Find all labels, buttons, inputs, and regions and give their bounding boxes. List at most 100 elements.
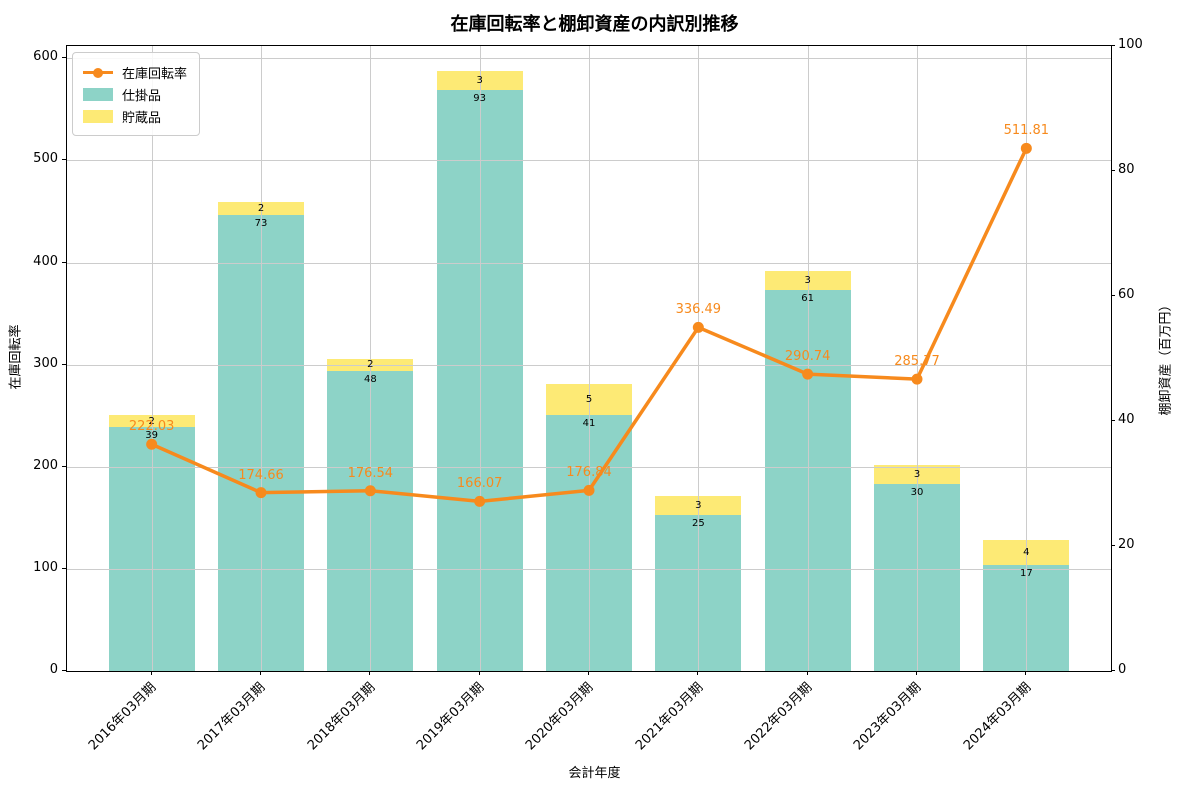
bar-value-label-wip: 41 [582, 417, 596, 429]
bar-value-label-supplies: 5 [585, 393, 593, 405]
grid-line-vertical [698, 46, 700, 671]
y-axis-left-tick-mark [62, 159, 66, 161]
bar-value-label-wip: 25 [691, 517, 705, 529]
y-axis-right-tick-mark [1111, 420, 1115, 421]
line-point-label: 176.54 [347, 465, 394, 481]
y-axis-right-tick-label: 100 [1118, 37, 1143, 52]
x-axis-tick-mark [478, 671, 480, 675]
legend-line-swatch [83, 66, 113, 79]
bar-value-label-supplies: 3 [695, 499, 702, 511]
legend-item-supplies: 貯蔵品 [83, 105, 187, 127]
line-point-label: 336.49 [675, 302, 722, 318]
x-axis-tick-label: 2022年03月期 [741, 680, 816, 754]
line-marker [474, 495, 486, 507]
bar-value-label-wip: 48 [363, 374, 377, 385]
x-axis-tick-mark [369, 671, 371, 675]
x-axis-tick-label: 2019年03月期 [413, 680, 488, 754]
bar-value-label-supplies: 3 [476, 74, 483, 86]
x-axis-tick-label: 2023年03月期 [851, 680, 925, 754]
x-axis-tick-mark [916, 671, 917, 675]
x-axis-tick-mark [697, 671, 699, 675]
y-axis-left-tick-mark [62, 670, 66, 671]
legend-label-wip: 仕掛品 [122, 88, 162, 104]
x-axis-tick-label: 2017年03月期 [195, 680, 269, 754]
bar-value-label-wip: 73 [254, 217, 268, 229]
x-axis-tick-mark [1025, 671, 1027, 675]
grid-line-vertical [479, 46, 481, 671]
legend: 在庫回転率 仕掛品 貯蔵品 [72, 52, 201, 136]
y-axis-left-tick-label: 500 [33, 151, 58, 167]
y-axis-right-tick-mark [1111, 545, 1115, 546]
bar-value-label-wip: 93 [473, 92, 487, 104]
grid-line-vertical [370, 46, 372, 671]
line-point-label: 511.81 [1003, 123, 1050, 139]
x-axis-tick-label: 2020年03月期 [523, 680, 597, 754]
line-point-label: 174.66 [238, 467, 284, 483]
y-axis-right-tick-label: 0 [1118, 662, 1127, 677]
line-marker [583, 484, 595, 496]
legend-label-turnover: 在庫回転率 [122, 66, 188, 82]
y-axis-right-tick-mark [1111, 45, 1115, 46]
x-axis-tick-label: 2024年03月期 [960, 680, 1034, 754]
y-axis-left-tick-label: 600 [33, 49, 58, 65]
grid-line-vertical [807, 46, 809, 671]
x-axis-title: 会計年度 [568, 766, 621, 781]
bar-value-label-supplies: 2 [257, 203, 265, 214]
y-axis-right-tick-label: 20 [1118, 537, 1135, 552]
legend-item-turnover: 在庫回転率 [83, 61, 187, 83]
line-point-label: 285.77 [894, 354, 940, 370]
y-axis-left-tick-mark [62, 465, 66, 467]
bar-value-label-supplies: 4 [1023, 546, 1030, 558]
x-axis-tick-mark [588, 671, 589, 675]
y-axis-left-tick-mark [62, 57, 66, 59]
y-axis-right-tick-mark [1111, 170, 1115, 171]
legend-label-supplies: 貯蔵品 [122, 110, 162, 126]
x-axis-tick-label: 2021年03月期 [632, 680, 706, 754]
x-axis-tick-mark [150, 671, 152, 675]
bar-value-label-wip: 17 [1019, 567, 1033, 579]
y-axis-left-tick-label: 100 [33, 559, 58, 575]
y-axis-right-tick-label: 60 [1118, 287, 1135, 302]
line-marker [692, 321, 704, 333]
chart-title: 在庫回転率と棚卸資産の内訳別推移 [450, 14, 739, 35]
line-point-label: 176.84 [566, 465, 612, 481]
grid-line-vertical [589, 46, 590, 671]
bar-value-label-wip: 61 [801, 292, 815, 304]
line-point-label: 166.07 [456, 476, 503, 492]
y-axis-right-tick-mark [1111, 670, 1115, 671]
y-axis-left-tick-label: 300 [33, 355, 58, 371]
x-axis-tick-label: 2018年03月期 [304, 680, 378, 754]
y-axis-right-tick-label: 40 [1118, 412, 1135, 427]
y-axis-left-tick-label: 0 [49, 662, 58, 677]
bar-value-label-supplies: 3 [804, 274, 811, 286]
line-marker [146, 438, 158, 450]
bar-value-label-wip: 39 [145, 430, 159, 442]
legend-patch-yellow [83, 109, 113, 123]
bar-value-label-supplies: 3 [913, 468, 921, 480]
bar-value-label-wip: 30 [910, 486, 924, 498]
line-marker [1020, 142, 1032, 154]
line-marker [802, 368, 814, 380]
y-axis-left-tick-mark [62, 363, 66, 365]
y-axis-right-title: 棚卸資産（百万円） [1158, 298, 1174, 416]
grid-line-vertical [151, 46, 153, 671]
y-axis-left-tick-mark [62, 261, 66, 263]
y-axis-left-tick-mark [62, 567, 66, 569]
line-point-label: 290.74 [784, 349, 831, 365]
plot-area: 39 2 73 2 48 2 93 3 41 5 25 3 61 3 30 3 17 4 222.03 174.66 1… [66, 45, 1112, 672]
grid-line-vertical [261, 46, 262, 671]
turnover-line [146, 142, 1032, 507]
grid-line-vertical [917, 46, 918, 671]
x-axis-tick-label: 2016年03月期 [85, 680, 160, 754]
legend-patch-teal [83, 87, 113, 101]
y-axis-left-tick-label: 400 [33, 253, 58, 269]
y-axis-left-tick-label: 200 [33, 457, 58, 473]
grid-line-vertical [1026, 46, 1028, 671]
y-axis-right-tick-label: 80 [1118, 162, 1135, 177]
x-axis-tick-mark [806, 671, 808, 675]
bar-value-label-supplies: 2 [367, 359, 374, 371]
line-point-label: 222.03 [128, 419, 175, 435]
legend-item-wip: 仕掛品 [83, 83, 187, 105]
y-axis-right-tick-mark [1111, 295, 1115, 296]
